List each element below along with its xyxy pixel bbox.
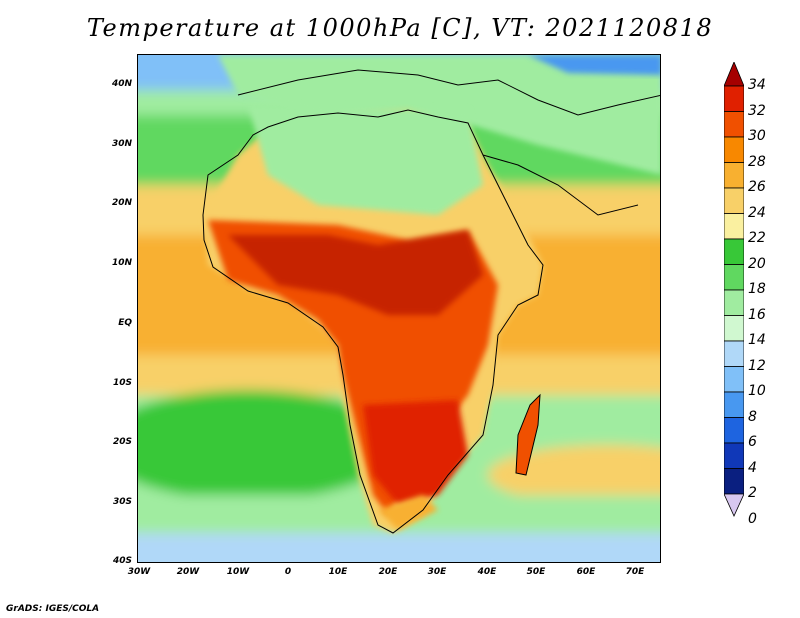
colorbar bbox=[724, 62, 744, 517]
lon-label: 20W bbox=[176, 567, 200, 577]
colorbar-swatch bbox=[724, 417, 744, 444]
colorbar-swatch bbox=[724, 187, 744, 214]
colorbar-swatch bbox=[724, 213, 744, 240]
lon-label: 0 bbox=[284, 567, 292, 577]
lon-label: 60E bbox=[576, 567, 596, 577]
lat-label: EQ bbox=[118, 318, 132, 328]
colorbar-swatch bbox=[724, 264, 744, 291]
colorbar-label: 28 bbox=[748, 153, 766, 170]
lat-label: 40N bbox=[111, 79, 132, 89]
colorbar-label: 16 bbox=[748, 306, 766, 323]
lon-label: 70E bbox=[625, 567, 645, 577]
colorbar-label: 34 bbox=[748, 77, 766, 93]
colorbar-label: 22 bbox=[748, 230, 766, 246]
lon-label: 30W bbox=[127, 567, 151, 577]
lat-label: 10S bbox=[112, 378, 132, 388]
lat-label: 40S bbox=[112, 556, 132, 566]
colorbar-label: 10 bbox=[748, 383, 766, 399]
colorbar-label: 32 bbox=[748, 102, 766, 119]
colorbar-label: 26 bbox=[748, 179, 766, 195]
coastlines bbox=[202, 69, 660, 534]
colorbar-swatch bbox=[724, 111, 744, 138]
colorbar-label: 30 bbox=[748, 128, 766, 144]
colorbar-swatch bbox=[724, 468, 744, 495]
colorbar-swatch bbox=[724, 85, 744, 112]
lat-label: 30N bbox=[111, 139, 132, 149]
colorbar-swatch bbox=[724, 493, 744, 517]
colorbar-swatch bbox=[724, 391, 744, 418]
lon-label: 40E bbox=[477, 567, 497, 577]
lon-label: 10W bbox=[226, 567, 250, 577]
temperature-map bbox=[137, 54, 661, 563]
credit-label: GrADS: IGES/COLA bbox=[6, 604, 100, 614]
colorbar-swatch bbox=[724, 62, 744, 87]
colorbar-label: 18 bbox=[748, 281, 766, 297]
lon-label: 10E bbox=[328, 567, 348, 577]
lat-label: 20N bbox=[111, 198, 132, 208]
map-canvas bbox=[138, 55, 660, 562]
lon-label: 20E bbox=[378, 567, 398, 577]
lat-label: 20S bbox=[112, 437, 132, 447]
colorbar-label: 12 bbox=[748, 357, 766, 374]
colorbar-label: 14 bbox=[748, 332, 766, 348]
lat-label: 30S bbox=[112, 497, 132, 507]
colorbar-swatch bbox=[724, 340, 744, 367]
lon-label: 30E bbox=[427, 567, 447, 577]
colorbar-swatch bbox=[724, 315, 744, 342]
lat-label: 10N bbox=[111, 258, 132, 268]
colorbar-label: 24 bbox=[748, 204, 766, 221]
land-temperature-field bbox=[203, 55, 660, 533]
colorbar-swatch bbox=[724, 289, 744, 316]
lon-label: 50E bbox=[526, 567, 546, 577]
colorbar-label: 0 bbox=[748, 510, 757, 527]
colorbar-swatch bbox=[724, 366, 744, 393]
colorbar-swatch bbox=[724, 162, 744, 189]
colorbar-label: 2 bbox=[748, 485, 757, 501]
colorbar-swatch bbox=[724, 442, 744, 469]
colorbar-label: 20 bbox=[748, 255, 766, 272]
colorbar-label: 4 bbox=[748, 459, 757, 476]
colorbar-label: 6 bbox=[748, 434, 757, 450]
colorbar-swatch bbox=[724, 136, 744, 163]
chart-title: Temperature at 1000hPa [C], VT: 20211208… bbox=[86, 14, 714, 42]
colorbar-swatch bbox=[724, 238, 744, 265]
colorbar-label: 8 bbox=[748, 408, 757, 425]
